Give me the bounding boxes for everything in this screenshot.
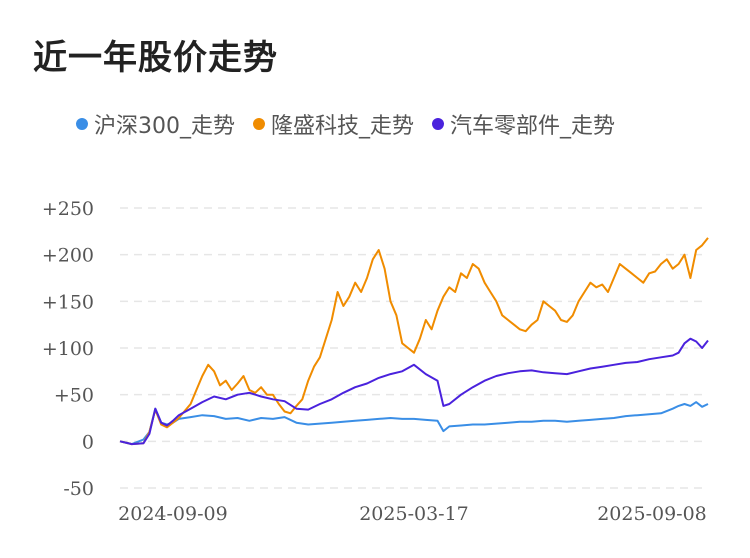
chart-legend: 沪深300_走势 隆盛科技_走势 汽车零部件_走势: [76, 108, 633, 140]
legend-label-auto-parts: 汽车零部件_走势: [450, 114, 616, 139]
legend-item-hs300[interactable]: 沪深300_走势: [76, 108, 235, 140]
y-tick-label: +100: [42, 338, 94, 360]
series-line-2: [119, 337, 709, 446]
legend-dot-icon: [253, 118, 265, 130]
y-tick-label: +250: [42, 198, 94, 220]
y-tick-label: -50: [63, 478, 94, 500]
x-tick-label: 2025-09-08: [597, 503, 707, 525]
y-tick-label: 0: [82, 431, 94, 453]
x-tick-label: 2024-09-09: [118, 503, 228, 525]
series-line-0: [119, 401, 709, 446]
y-tick-label: +150: [42, 291, 94, 313]
x-tick-label: 2025-03-17: [359, 503, 469, 525]
series-line-1: [119, 237, 709, 446]
legend-label-hs300: 沪深300_走势: [94, 114, 235, 139]
y-tick-label: +200: [42, 245, 94, 267]
legend-item-longsheng[interactable]: 隆盛科技_走势: [253, 108, 414, 140]
y-tick-label: +50: [54, 385, 94, 407]
legend-dot-icon: [432, 118, 445, 130]
legend-label-longsheng: 隆盛科技_走势: [271, 114, 415, 139]
legend-item-auto-parts[interactable]: 汽车零部件_走势: [432, 108, 615, 140]
chart-title: 近一年股价走势: [33, 38, 278, 78]
legend-dot-icon: [76, 118, 88, 130]
